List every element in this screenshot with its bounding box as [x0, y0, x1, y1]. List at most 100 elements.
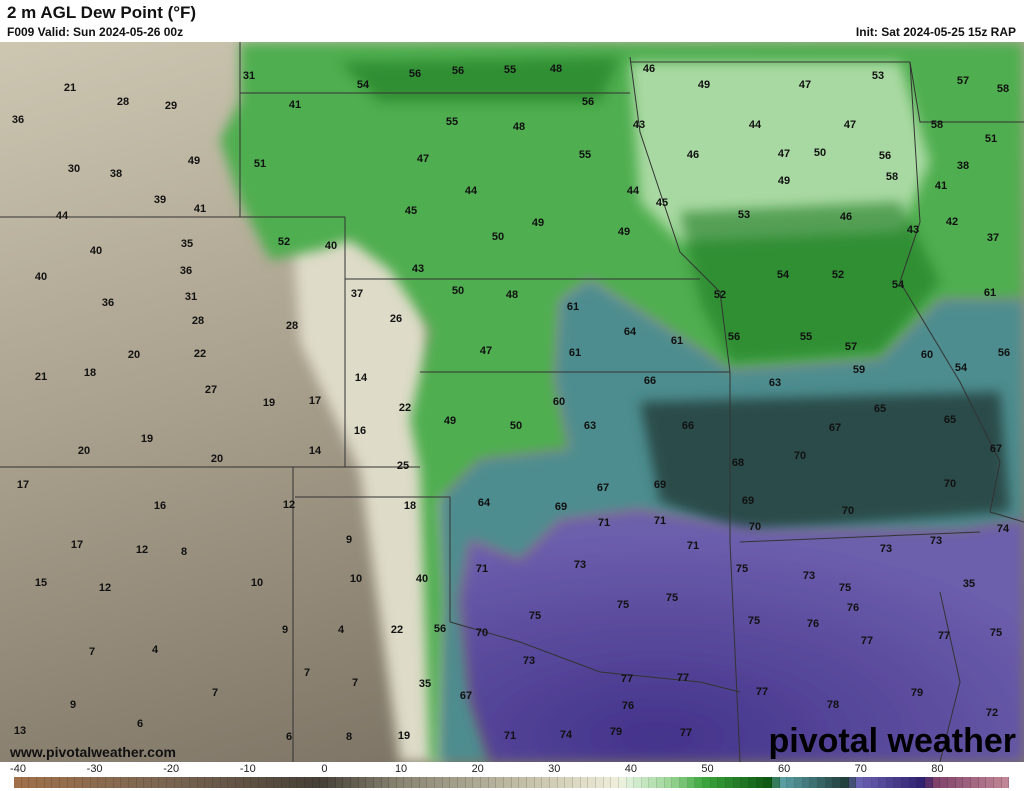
dew-point-value: 70 [749, 521, 761, 533]
colorbar-cell [243, 777, 252, 788]
dew-point-value: 7 [212, 687, 218, 699]
colorbar-cell [580, 777, 589, 788]
colorbar-cell [649, 777, 658, 788]
dew-point-value: 49 [444, 415, 456, 427]
colorbar-cell [350, 777, 359, 788]
colorbar-cell [511, 777, 520, 788]
dark-green-region [340, 57, 940, 362]
colorbar-cell [343, 777, 351, 788]
website-url[interactable]: www.pivotalweather.com [10, 744, 176, 760]
colorbar-cell [488, 777, 497, 788]
colorbar-cell [473, 777, 482, 788]
dew-point-value: 40 [35, 271, 47, 283]
colorbar-cell [603, 777, 612, 788]
colorbar-cell [978, 777, 987, 788]
dew-point-value: 30 [68, 163, 80, 175]
dew-point-value: 55 [800, 331, 812, 343]
colorbar-cell [396, 777, 405, 788]
dew-point-value: 6 [137, 718, 143, 730]
dew-point-value: 49 [618, 226, 630, 238]
dew-point-value: 37 [351, 288, 363, 300]
dew-point-value: 44 [56, 210, 69, 222]
colorbar-cell [986, 777, 994, 788]
dew-point-value: 65 [944, 414, 956, 426]
dew-point-value: 77 [680, 727, 692, 739]
dew-point-value: 75 [529, 610, 541, 622]
colorbar-cell [105, 777, 114, 788]
dew-point-value: 50 [452, 285, 464, 297]
dew-point-value: 72 [986, 707, 998, 719]
dew-point-value: 55 [446, 116, 458, 128]
dew-point-value: 70 [842, 505, 854, 517]
colorbar-cell [136, 777, 145, 788]
colorbar-cell [458, 777, 466, 788]
dew-point-value: 49 [188, 155, 200, 167]
dew-point-value: 75 [617, 599, 629, 611]
colorbar-cell [856, 777, 864, 788]
colorbar-tick-label: 50 [701, 763, 714, 775]
dew-point-value: 46 [643, 63, 655, 75]
dew-point-value: 17 [71, 539, 83, 551]
dew-point-value: 71 [476, 563, 488, 575]
colorbar-cell [794, 777, 803, 788]
dew-point-value: 13 [14, 725, 26, 737]
dew-point-value: 8 [181, 546, 187, 558]
dew-point-value: 52 [714, 289, 726, 301]
colorbar-cell [481, 777, 489, 788]
dew-point-value: 76 [622, 700, 634, 712]
colorbar-cell [29, 777, 37, 788]
colorbar-cell [67, 777, 76, 788]
dew-point-value: 43 [412, 263, 424, 275]
dew-point-value: 60 [553, 396, 565, 408]
dew-point-value: 47 [844, 119, 856, 131]
colorbar-cell [657, 777, 665, 788]
dew-point-value: 55 [504, 64, 516, 76]
colorbar-cell [182, 777, 191, 788]
dew-point-value: 76 [847, 602, 859, 614]
dew-point-value: 22 [391, 624, 403, 636]
colorbar-cell [205, 777, 214, 788]
colorbar-cell [266, 777, 275, 788]
colorbar-cell [588, 777, 596, 788]
colorbar-cell [251, 777, 259, 788]
dark-teal-region [640, 392, 1010, 532]
colorbar-cell [220, 777, 229, 788]
dew-point-value: 40 [325, 240, 337, 252]
dew-point-value: 20 [211, 453, 223, 465]
colorbar-cell [113, 777, 122, 788]
colorbar-cell [779, 777, 788, 788]
dew-point-value: 53 [872, 70, 884, 82]
colorbar-cell [787, 777, 795, 788]
colorbar-cell [940, 777, 949, 788]
colorbar-cell [144, 777, 152, 788]
dew-point-value: 75 [839, 582, 851, 594]
dew-point-value: 16 [154, 500, 166, 512]
colorbar-cell [450, 777, 459, 788]
colorbar-cell [611, 777, 619, 788]
colorbar-cell [886, 777, 895, 788]
dew-point-value: 63 [584, 420, 596, 432]
colorbar-tick-label: 40 [624, 763, 638, 775]
colorbar-cell [59, 777, 68, 788]
valid-time: F009 Valid: Sun 2024-05-26 00z [7, 25, 184, 39]
colorbar-tick-label: 70 [854, 763, 867, 775]
dew-point-value: 70 [794, 450, 806, 462]
colorbar-cell [557, 777, 566, 788]
colorbar-cell [504, 777, 512, 788]
dew-point-value: 77 [677, 672, 689, 684]
dew-point-value: 65 [874, 403, 886, 415]
dew-point-value: 51 [985, 133, 997, 145]
dew-point-value: 9 [282, 624, 288, 636]
dew-point-value: 41 [194, 203, 206, 215]
dew-point-value: 54 [955, 362, 968, 374]
colorbar-tick-label: 60 [778, 763, 791, 775]
dew-point-value: 69 [555, 501, 567, 513]
dew-point-value: 70 [476, 627, 488, 639]
dew-point-value: 41 [289, 99, 301, 111]
colorbar-ticks: -40 -30 -20 -10 0 10 20 30 40 50 60 70 80 [0, 763, 1024, 775]
dew-point-value: 67 [460, 690, 472, 702]
dew-point-value: 71 [504, 730, 516, 742]
colorbar-cell [695, 777, 704, 788]
colorbar-cell [618, 777, 627, 788]
